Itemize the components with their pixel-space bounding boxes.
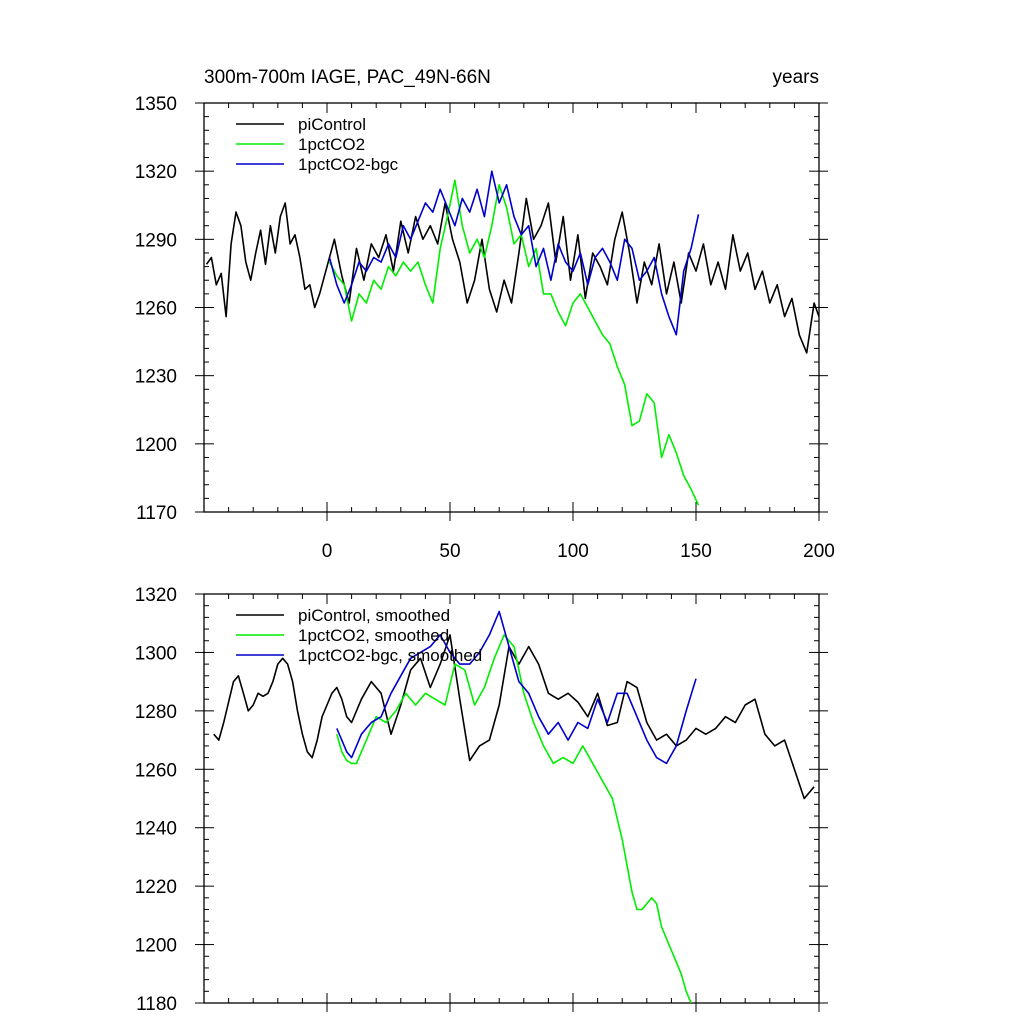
x-tick-label: 50	[439, 541, 460, 562]
x-tick-label: 200	[803, 541, 835, 562]
x-axis-unit-label: years	[773, 67, 819, 88]
y-tick-label: 1180	[136, 994, 177, 1015]
series-line	[328, 179, 700, 506]
plot-frame	[203, 102, 820, 513]
legend-entry: piControl, smoothed	[298, 606, 450, 625]
y-tick-label: 1320	[135, 585, 177, 606]
x-tick-label: 150	[680, 541, 712, 562]
y-tick-label: 1240	[135, 819, 177, 840]
y-tick-label: 1290	[135, 230, 177, 251]
plot-frame	[203, 593, 820, 1004]
legend-entry: 1pctCO2	[298, 135, 365, 154]
y-tick-label: 1280	[135, 702, 177, 723]
top-panel: 0 50 100 150 200 1170 1200 1230 1260 1290 1320 1350…	[135, 94, 835, 562]
y-tick-label: 1220	[135, 877, 177, 898]
legend-entry: 1pctCO2-bgc, smoothed	[298, 646, 482, 665]
y-tick-label: 1260	[135, 299, 177, 320]
x-tick-label: 0	[322, 541, 333, 562]
legend-entry: 1pctCO2-bgc	[298, 155, 399, 174]
legend-entry: 1pctCO2, smoothed	[298, 626, 449, 645]
series-line	[328, 170, 700, 336]
y-tick-label: 1200	[135, 936, 177, 957]
y-tick-label: 1300	[135, 643, 177, 664]
chart-title: 300m-700m IAGE, PAC_49N-66N	[204, 67, 491, 88]
y-tick-label: 1170	[136, 503, 177, 524]
y-tick-label: 1350	[135, 94, 177, 115]
x-tick-label: 100	[557, 541, 589, 562]
y-tick-label: 1200	[135, 435, 177, 456]
series-line	[205, 197, 819, 354]
y-tick-label: 1260	[135, 760, 177, 781]
y-tick-label: 1230	[135, 367, 177, 388]
legend-entry: piControl	[298, 115, 366, 134]
bottom-panel: 1180 1200 1220 1240 1260 1280 1300 1320 piContro…	[135, 585, 828, 1015]
series-line	[336, 610, 697, 765]
series-line	[213, 634, 815, 800]
y-tick-label: 1320	[135, 162, 177, 183]
